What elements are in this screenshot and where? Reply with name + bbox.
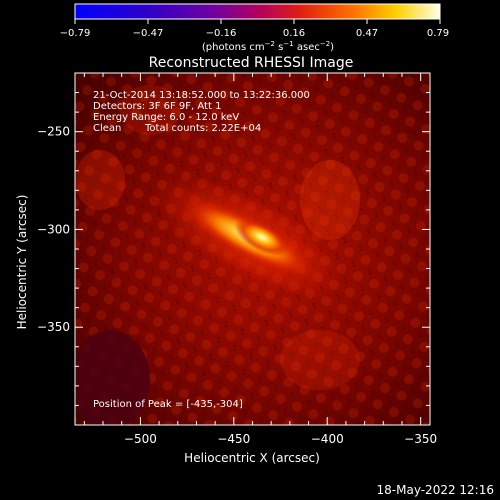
peak-core [234, 218, 290, 257]
annotation-block: 21-Oct-2014 13:18:52.000 to 13:22:36.000… [93, 90, 310, 134]
x-tick-label-1: −450 [217, 432, 250, 446]
y-tick-labels: −250 −300 −350 [37, 125, 70, 335]
annotation-clean: Clean [93, 123, 121, 134]
x-tick-label-2: −400 [311, 432, 344, 446]
annotation-energy-range: Energy Range: 6.0 - 12.0 keV [93, 112, 239, 123]
x-tick-label-0: −500 [124, 432, 157, 446]
colorbar-tick-label-3: 0.16 [283, 28, 305, 39]
colorbar-unit-label: (photons cm−2 s−1 asec−2) [202, 40, 334, 53]
y-tick-label-0: −250 [37, 125, 70, 139]
x-axis-label: Heliocentric X (arcsec) [184, 451, 320, 465]
annotation-total-counts: Total counts: 2.22E+04 [144, 123, 261, 134]
colorbar-tick-label-4: 0.47 [356, 28, 378, 39]
axis-ticks [75, 72, 430, 426]
emission-ridge [153, 176, 343, 298]
y-tick-label-1: −300 [37, 222, 70, 236]
annotation-peak-position: Position of Peak = [-435,-304] [93, 399, 243, 410]
annotation-time-range: 21-Oct-2014 13:18:52.000 to 13:22:36.000 [93, 90, 310, 101]
timestamp: 18-May-2022 12:16 [377, 483, 494, 497]
chart-title: Reconstructed RHESSI Image [149, 55, 354, 71]
colorbar-tick-label-2: −0.16 [206, 28, 237, 39]
y-axis-label: Heliocentric Y (arcsec) [15, 195, 29, 330]
colorbar [74, 3, 441, 20]
heatmap-image [75, 73, 430, 425]
colorbar-tick-label-5: 0.79 [427, 28, 449, 39]
colorbar-tick-label-0: −0.79 [60, 28, 91, 39]
x-tick-labels: −500 −450 −400 −350 [124, 432, 437, 446]
x-tick-label-3: −350 [404, 432, 437, 446]
colorbar-tick-labels: −0.79 −0.47 −0.16 0.16 0.47 0.79 [60, 28, 449, 39]
colorbar-tick-label-1: −0.47 [133, 28, 164, 39]
y-tick-label-2: −350 [37, 320, 70, 334]
colorbar-ticks [74, 19, 441, 24]
annotation-detectors: Detectors: 3F 6F 9F, Att 1 [93, 101, 221, 112]
